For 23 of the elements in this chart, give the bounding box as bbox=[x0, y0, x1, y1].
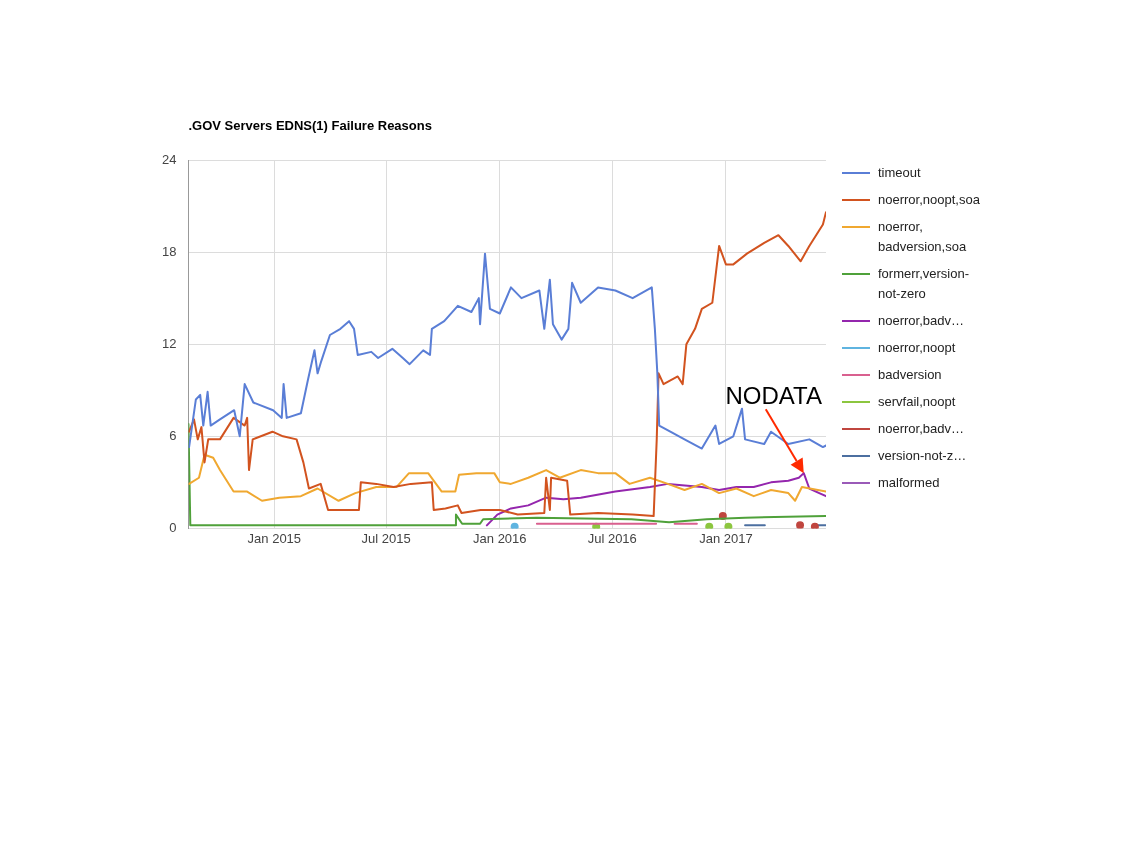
x-tick-label: Jan 2015 bbox=[247, 530, 302, 546]
legend-label: timeout bbox=[878, 164, 921, 182]
x-tick-label: Jan 2017 bbox=[699, 530, 753, 546]
y-tick-label: 12 bbox=[161, 335, 177, 351]
x-tick-label: Jul 2015 bbox=[361, 530, 411, 546]
annotation: NODATA bbox=[725, 381, 822, 409]
legend-label: badversion bbox=[878, 366, 942, 384]
text: formerr,version-not-zero bbox=[878, 266, 970, 301]
chart-title: .GOV Servers EDNS(1) Failure Reasons bbox=[188, 118, 432, 133]
legend-label: servfail,noopt bbox=[878, 393, 956, 411]
legend-label: noerror,noopt,soa bbox=[878, 191, 980, 209]
legend-label: noerror,badv… bbox=[878, 420, 965, 438]
x-tick-label: Jan 2016 bbox=[473, 530, 527, 546]
y-tick-label: 6 bbox=[169, 427, 177, 443]
y-tick-label: 18 bbox=[161, 243, 177, 259]
x-tick-label: Jul 2016 bbox=[587, 530, 637, 546]
legend-label: noerror,noopt bbox=[878, 339, 956, 357]
legend-label: noerror,badversion,soa bbox=[878, 218, 968, 256]
y-tick-label: 0 bbox=[169, 519, 177, 535]
legend-label: malformed bbox=[878, 474, 940, 492]
legend-label: noerror,badv… bbox=[878, 312, 965, 330]
legend-label: version-not-z… bbox=[878, 447, 967, 465]
y-tick-label: 24 bbox=[161, 151, 177, 167]
